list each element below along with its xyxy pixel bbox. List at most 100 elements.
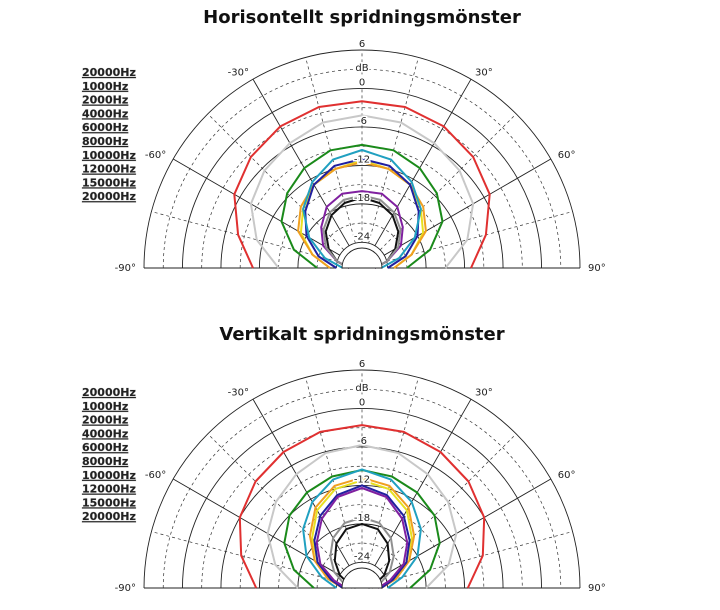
legend-entry: 20000Hz [82,190,136,203]
response-curve [238,424,486,589]
angle-label: -90° [115,263,136,274]
grid-spoke [374,78,472,247]
legend-entry: 12000Hz [82,483,136,496]
angle-label: -30° [228,67,249,78]
response-curve [304,158,420,269]
legend-entry: 10000Hz [82,149,136,162]
angle-label: 30° [475,387,493,398]
response-curve [322,194,402,269]
legend-entry: 20000Hz [82,66,136,79]
minor-ring [278,184,446,269]
grid-ring [143,369,581,589]
minor-spoke [151,211,338,262]
grid-spoke [172,158,341,256]
legend-entry: 8000Hz [82,455,128,468]
center-cap [341,247,383,269]
minor-ring [316,222,408,269]
response-curve [266,444,458,589]
minor-ring [239,465,485,589]
grid-spoke [383,158,552,256]
response-curve [308,476,416,589]
minor-ring [201,427,523,589]
radius-label: -24 [354,551,370,562]
response-curve [297,161,427,269]
response-curve [280,143,444,269]
legend-entry: 1000Hz [82,400,128,413]
radius-label: -6 [357,436,367,447]
minor-ring [201,107,523,269]
angle-label: 90° [588,263,606,274]
radius-label: 0 [359,77,365,88]
legend-entry: 4000Hz [82,427,128,440]
radius-label: -12 [354,154,370,165]
minor-ring [162,388,562,589]
chart-title: Vertikalt spridningsmönster [219,324,504,345]
response-curve [233,100,491,269]
grid-ring [143,49,581,269]
response-curve [299,159,425,269]
grid-spoke [252,398,350,567]
legend-entry: 6000Hz [82,441,128,454]
grid-spoke [252,78,350,247]
grid-spoke [374,398,472,567]
legend-entry: 12000Hz [82,163,136,176]
grid-spoke [172,478,341,576]
response-curve [315,487,409,589]
legend-entry: 4000Hz [82,107,128,120]
radius-label: 6 [359,359,365,370]
minor-ring [239,145,485,269]
angle-label: 90° [588,583,606,594]
grid-ring [258,165,466,269]
legend-entry: 2000Hz [82,94,128,107]
axis-label: dB [355,383,368,394]
angle-label: 60° [558,150,576,161]
grid-ring [220,446,504,589]
response-curve [320,190,404,269]
radius-label: -18 [354,193,370,204]
angle-label: -60° [145,470,166,481]
radius-label: -24 [354,231,370,242]
grid-spoke [383,478,552,576]
legend-entry: 1000Hz [82,80,128,93]
angle-label: 60° [558,470,576,481]
response-curve [249,114,475,269]
minor-spoke [386,531,573,582]
grid-ring [335,241,389,269]
radius-label: 6 [359,39,365,50]
minor-spoke [386,211,573,262]
minor-spoke [305,377,356,564]
minor-spoke [151,531,338,582]
response-curve [324,196,400,269]
polar-chart: Vertikalt spridningsmönster -90° -60° -30° 3… [82,324,606,594]
legend-entry: 15000Hz [82,496,136,509]
grid-ring [182,408,542,589]
polar-chart: Horisontellt spridningsmönster -90° -60° -3… [82,7,606,274]
response-curve [302,468,422,589]
response-curve [329,516,395,589]
minor-ring [162,68,562,269]
legend-entry: 10000Hz [82,469,136,482]
minor-spoke [368,377,419,564]
radius-label: 0 [359,397,365,408]
legend-entry: 20000Hz [82,510,136,523]
radius-label: -12 [354,474,370,485]
grid-ring [220,126,504,269]
axis-label: dB [355,63,368,74]
legend-entry: 2000Hz [82,414,128,427]
legend-entry: 15000Hz [82,176,136,189]
response-curve [302,149,422,269]
grid-ring [182,88,542,269]
angle-label: 30° [475,67,493,78]
response-curve [313,484,411,589]
radius-label: -18 [354,513,370,524]
response-curve [333,522,391,589]
center-cap [341,567,383,589]
legend-entry: 20000Hz [82,386,136,399]
angle-label: -30° [228,387,249,398]
angle-label: -60° [145,150,166,161]
angle-label: -90° [115,583,136,594]
chart-title: Horisontellt spridningsmönster [203,7,521,28]
legend-entry: 6000Hz [82,121,128,134]
legend-entry: 8000Hz [82,135,128,148]
